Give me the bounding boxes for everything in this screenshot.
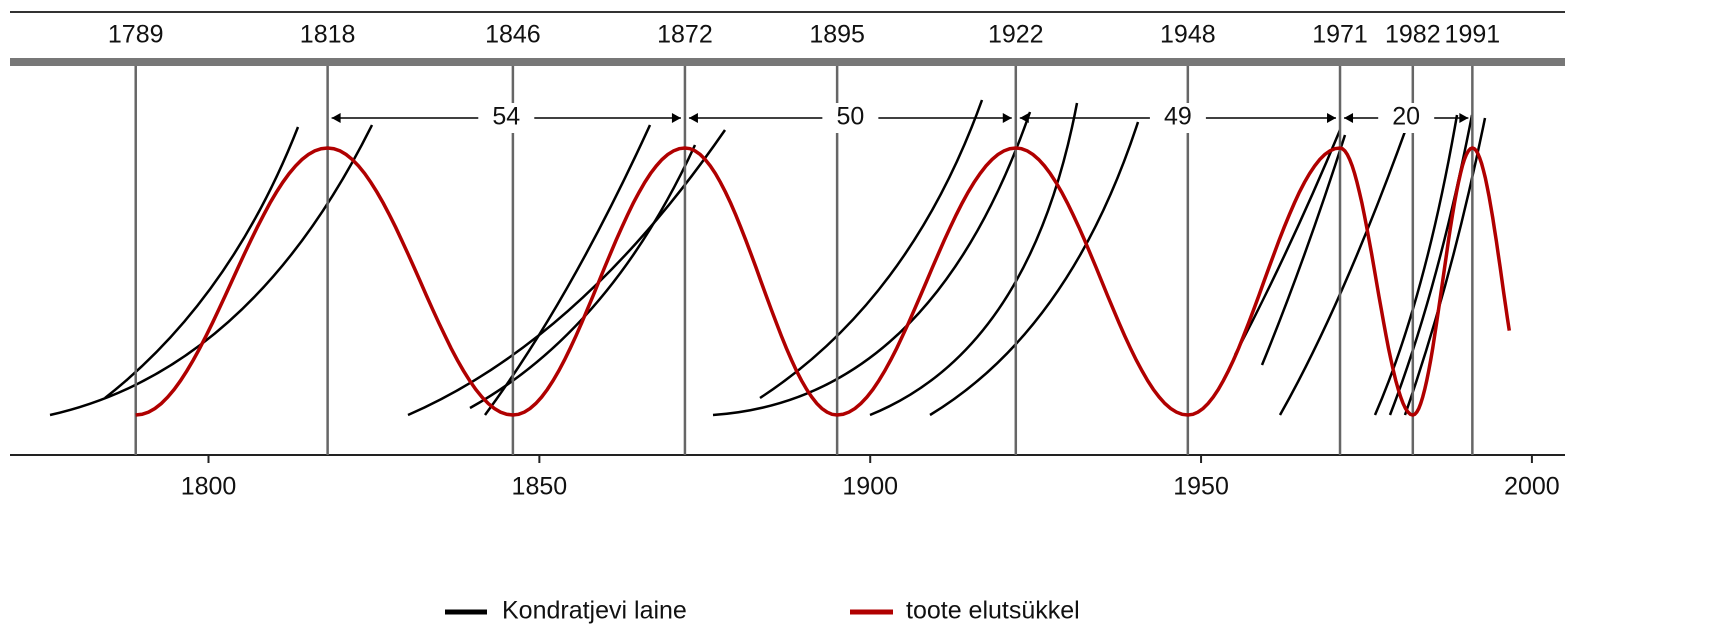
marker-label: 1991 (1445, 21, 1501, 49)
interval-label-bg (822, 103, 879, 133)
wave-curve (1233, 129, 1342, 356)
x-tick-label: 1800 (181, 473, 237, 501)
interval-label: 20 (1392, 103, 1420, 131)
wave-curve (1278, 111, 1414, 416)
marker-label: 1982 (1385, 21, 1441, 49)
marker-label: 1872 (657, 21, 713, 49)
interval-label: 49 (1164, 103, 1192, 131)
wave-curve (869, 102, 1079, 417)
marker-label: 1971 (1312, 21, 1368, 49)
wave-curve (1403, 117, 1487, 416)
marker-label: 1922 (988, 21, 1044, 49)
x-tick-label: 1850 (512, 473, 568, 501)
x-tick-label: 2000 (1504, 473, 1560, 501)
interval-label-bg (1149, 103, 1206, 133)
marker-band (10, 58, 1565, 66)
marker-label: 1818 (300, 21, 356, 49)
legend-label: Kondratjevi laine (502, 597, 687, 625)
wave-curve (49, 124, 374, 417)
wave-curve (929, 121, 1140, 417)
interval-label: 50 (836, 103, 864, 131)
marker-label: 1846 (485, 21, 541, 49)
interval-label-bg (1378, 103, 1435, 133)
marker-label: 1789 (108, 21, 164, 49)
legend-label: toote elutsükkel (906, 597, 1080, 625)
kondratiev-curves (49, 99, 1487, 417)
wave-curve (759, 99, 984, 400)
marker-label: 1948 (1160, 21, 1216, 49)
wave-curve (1373, 114, 1459, 416)
marker-label: 1895 (809, 21, 865, 49)
wave-curve (469, 144, 697, 410)
interval-label-bg (478, 103, 535, 133)
x-tick-label: 1950 (1173, 473, 1229, 501)
x-tick-label: 1900 (842, 473, 898, 501)
life-cycle-curve (135, 146, 1512, 417)
interval-label: 54 (492, 103, 520, 131)
wave-curve (712, 111, 1032, 417)
wave-curve (1260, 134, 1347, 366)
